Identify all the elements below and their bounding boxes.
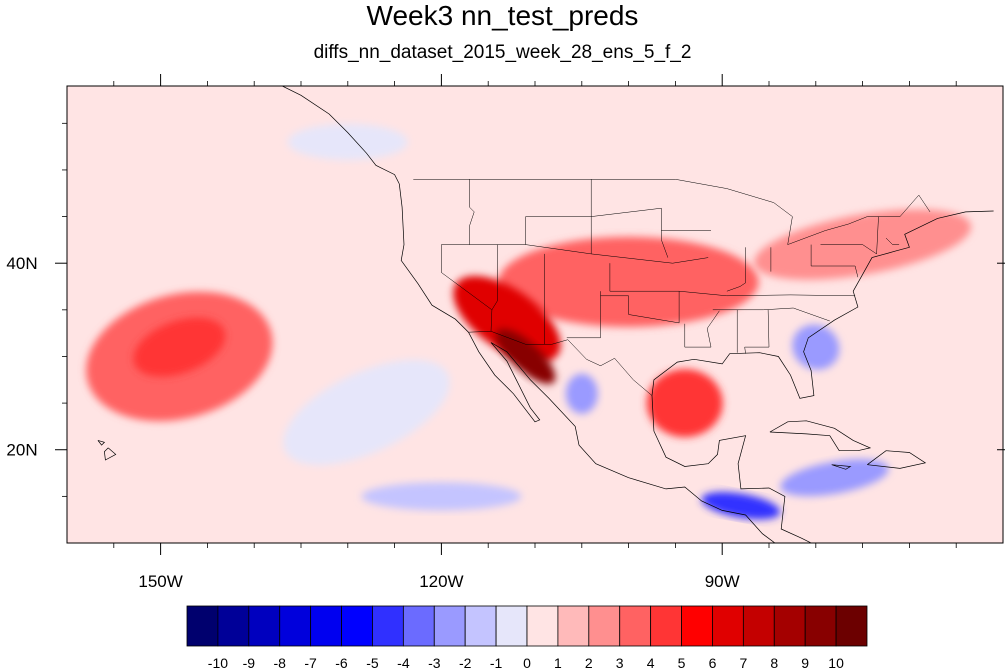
colorbar-swatch [588, 605, 621, 647]
colorbar-swatch [464, 605, 497, 647]
colorbar-label: -8 [273, 655, 286, 671]
colorbar-swatch [186, 605, 219, 647]
y-tick-label: 40N [6, 254, 37, 273]
colorbar-label: -10 [208, 655, 228, 671]
colorbar-swatch [217, 605, 250, 647]
colorbar-label: 6 [709, 655, 717, 671]
state-border-17 [810, 244, 859, 278]
state-border-21 [441, 244, 493, 311]
colorbar-swatch [619, 605, 652, 647]
state-border-8 [525, 207, 669, 258]
colorbar-swatch [310, 605, 342, 647]
colorbar-label: 3 [616, 655, 624, 671]
state-border-6 [600, 263, 680, 324]
colorbar-swatch [402, 605, 435, 647]
field-gulf-of-mexico-warm [646, 369, 723, 438]
colorbar-label: -6 [335, 655, 348, 671]
colorbar-swatch [433, 605, 466, 647]
colorbar-label: -7 [304, 655, 317, 671]
state-border-11 [712, 307, 830, 322]
colorbar-swatch [773, 605, 806, 647]
state-border-5 [566, 291, 601, 339]
x-tick-label: 90W [705, 572, 740, 591]
colorbar-label: -9 [243, 655, 256, 671]
colorbar-swatch [712, 605, 744, 647]
x-tick-label: 150W [138, 572, 182, 591]
field-tropical-pacific-cool [361, 482, 522, 511]
coastline-maui [97, 440, 106, 446]
coastline-north-america [398, 183, 994, 543]
colorbar-swatch [495, 605, 528, 647]
field-southeast-cool [792, 324, 840, 370]
colorbar-swatch [526, 605, 559, 647]
colorbar-swatch [341, 605, 373, 647]
field-central-america-cool [701, 491, 781, 520]
coastline-jamaica [831, 464, 852, 470]
colorbar-label: -2 [459, 655, 472, 671]
field-great-plains-warm [498, 236, 759, 327]
state-border-14 [744, 309, 770, 354]
state-border-20 [469, 179, 475, 245]
colorbar-swatch [804, 605, 837, 647]
colorbar-label: 1 [554, 655, 562, 671]
coastline-british-columbia [282, 86, 400, 185]
colorbar-label: 8 [770, 655, 778, 671]
colorbar-swatch [279, 605, 312, 647]
x-tick-label: 120W [419, 572, 463, 591]
coastline-hispaniola [867, 450, 927, 469]
chart-subtitle: diffs_nn_dataset_2015_week_28_ens_5_f_2 [313, 42, 692, 63]
y-tick-label: 20N [6, 441, 37, 460]
colorbar-label: -5 [366, 655, 379, 671]
field-baja-core [495, 328, 556, 384]
colorbar-swatch [742, 605, 775, 647]
field-alaska-gulf-cool [287, 123, 408, 160]
state-border-10 [679, 290, 856, 297]
colorbar-swatch [372, 605, 404, 647]
state-border-3 [490, 244, 498, 332]
chart-title: Week3 nn_test_preds [366, 0, 639, 31]
colorbar-label: 5 [678, 655, 686, 671]
colorbar-label: 10 [828, 655, 844, 671]
colorbar-swatch [835, 605, 868, 647]
state-border-1 [468, 331, 653, 396]
state-border-0 [413, 179, 931, 245]
colorbar-label: 0 [523, 655, 531, 671]
field-caribbean-cool [780, 459, 889, 497]
colorbar-swatch [650, 605, 682, 647]
colorbar-label: -4 [397, 655, 410, 671]
state-border-19 [885, 237, 900, 245]
field-north-pacific-core [133, 317, 226, 377]
state-border-12 [684, 310, 720, 348]
colorbar-label: 7 [740, 655, 748, 671]
state-border-16 [726, 247, 746, 292]
coastline-hawaii [104, 447, 117, 461]
colorbar-label: 2 [585, 655, 593, 671]
field-east-pacific-cool [283, 359, 450, 465]
colorbar-label: 9 [801, 655, 809, 671]
colorbar-label: -3 [428, 655, 441, 671]
field-gulf-coast-cool [565, 373, 598, 414]
state-border-18 [820, 216, 879, 255]
colorbar-swatch [248, 605, 281, 647]
colorbar-swatch [681, 605, 713, 647]
colorbar-label: -1 [490, 655, 503, 671]
field-southwest-us-hot [453, 275, 561, 363]
coastline-cuba [769, 420, 872, 452]
colorbar-label: 4 [647, 655, 655, 671]
colorbar-swatch [557, 605, 590, 647]
